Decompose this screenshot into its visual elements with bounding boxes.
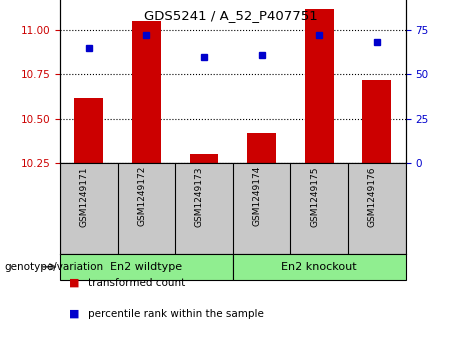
Bar: [60, 254, 233, 280]
Bar: [305, 9, 334, 163]
Text: GDS5241 / A_52_P407751: GDS5241 / A_52_P407751: [144, 9, 317, 22]
Text: En2 wildtype: En2 wildtype: [110, 262, 183, 272]
Text: GSM1249174: GSM1249174: [253, 166, 262, 227]
Text: En2 knockout: En2 knockout: [281, 262, 357, 272]
Text: genotype/variation: genotype/variation: [5, 262, 104, 272]
Text: ■: ■: [69, 309, 80, 319]
Bar: [132, 21, 161, 163]
Bar: [362, 80, 391, 163]
Bar: [189, 154, 219, 163]
Text: GSM1249171: GSM1249171: [80, 166, 89, 227]
Text: transformed count: transformed count: [88, 278, 185, 288]
Text: GSM1249176: GSM1249176: [368, 166, 377, 227]
Text: percentile rank within the sample: percentile rank within the sample: [88, 309, 264, 319]
Bar: [233, 254, 406, 280]
Text: GSM1249172: GSM1249172: [137, 166, 146, 227]
Text: ■: ■: [69, 278, 80, 288]
Text: GSM1249175: GSM1249175: [310, 166, 319, 227]
Text: GSM1249173: GSM1249173: [195, 166, 204, 227]
Bar: [74, 98, 103, 163]
Bar: [247, 133, 276, 163]
